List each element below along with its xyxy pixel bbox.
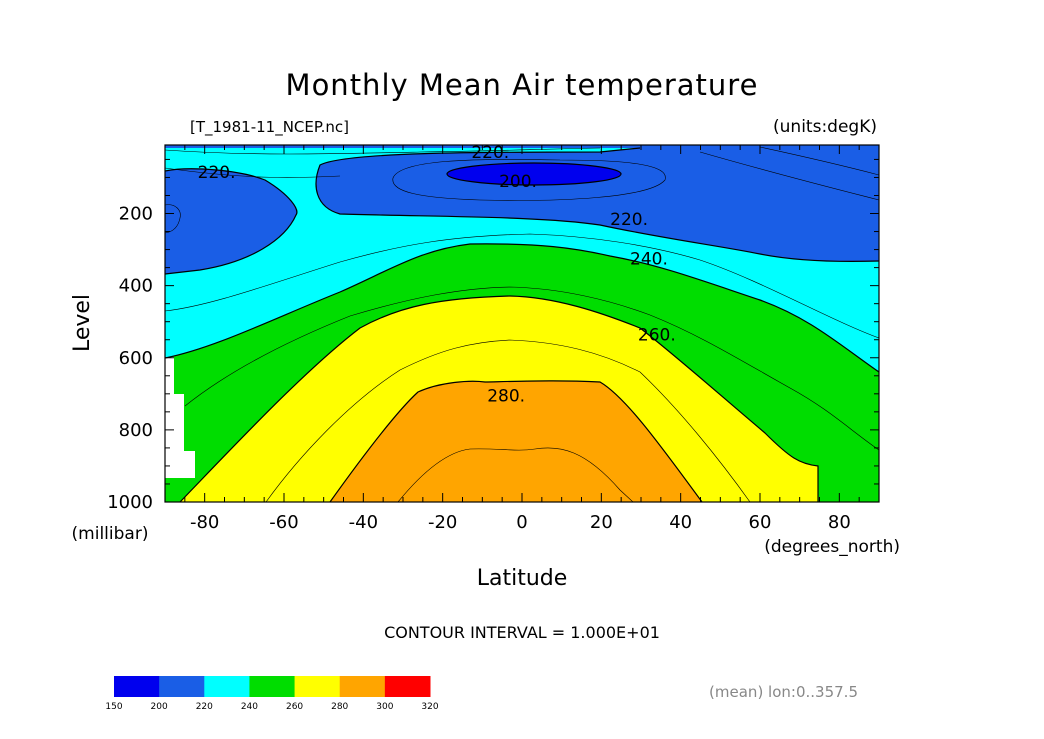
y-tick-label: 1000	[107, 492, 153, 513]
contour-interval-text: CONTOUR INTERVAL = 1.000E+01	[384, 623, 660, 642]
x-tick-label: 40	[669, 512, 692, 533]
colorbar-label: 260	[286, 702, 303, 712]
colorbar-swatch	[339, 676, 386, 697]
band-fill-200-220-top	[165, 145, 879, 262]
colorbar-swatch	[384, 676, 431, 697]
y-tick-label: 200	[119, 204, 153, 225]
colorbar-swatch	[204, 676, 250, 697]
missing-data-area	[165, 357, 195, 478]
colorbar-label: 150	[105, 702, 122, 712]
x-axis: -80 -60 -40 -20 0 20 40 60 80	[164, 145, 880, 533]
colorbar-label: 200	[151, 702, 168, 712]
band-fill-240-260-corner	[818, 475, 879, 502]
contour-label: 260.	[638, 325, 676, 345]
x-tick-label: 60	[749, 512, 772, 533]
x-tick-label: 80	[828, 512, 851, 533]
y-tick-label: 800	[119, 420, 153, 441]
x-tick-label: -60	[269, 512, 298, 533]
colorbar-swatch	[114, 676, 160, 697]
contour-label: 240.	[630, 250, 668, 270]
colorbar-label: 300	[376, 702, 393, 712]
mean-annotation: (mean) lon:0..357.5	[709, 683, 858, 701]
contour-lines-major	[165, 147, 879, 502]
contour-fill	[165, 145, 879, 502]
band-fill-280-300	[330, 380, 702, 502]
y-tick-label: 400	[119, 276, 153, 297]
chart-title: Monthly Mean Air temperature	[286, 68, 759, 102]
x-axis-units: (degrees_north)	[764, 537, 900, 557]
contour-lines-minor	[165, 146, 879, 502]
y-tick-label: 600	[119, 348, 153, 369]
colorbar-label: 240	[241, 702, 258, 712]
y-axis-units: (millibar)	[72, 524, 149, 544]
band-fill-below-200	[447, 163, 621, 185]
contour-labels: 220. 220. 200. 220. 240. 260. 280.	[198, 143, 676, 406]
x-tick-label: -20	[428, 512, 457, 533]
units-label: (units:degK)	[773, 117, 877, 137]
colorbar-swatch	[159, 676, 205, 697]
colorbar-swatch	[249, 676, 296, 697]
colorbar-label: 320	[421, 702, 438, 712]
x-axis-label: Latitude	[477, 566, 568, 591]
x-tick-label: -80	[190, 512, 219, 533]
x-tick-label: -40	[349, 512, 378, 533]
colorbar-swatch	[294, 676, 341, 697]
y-axis: 200 400 600 800 1000	[107, 158, 879, 513]
colorbar-label: 220	[196, 702, 213, 712]
x-tick-label: 20	[590, 512, 613, 533]
contour-label: 220.	[198, 163, 236, 183]
colorbar-label: 280	[331, 702, 348, 712]
contour-label: 220.	[471, 143, 509, 163]
contour-label: 200.	[499, 172, 537, 192]
x-tick-label: 0	[516, 512, 527, 533]
contour-label: 220.	[610, 210, 648, 230]
file-label: [T_1981-11_NCEP.nc]	[190, 118, 349, 137]
colorbar: 150 200 220 240 260 280 300 320	[105, 676, 439, 712]
contour-label: 280.	[487, 387, 525, 407]
y-axis-label: Level	[70, 294, 95, 352]
